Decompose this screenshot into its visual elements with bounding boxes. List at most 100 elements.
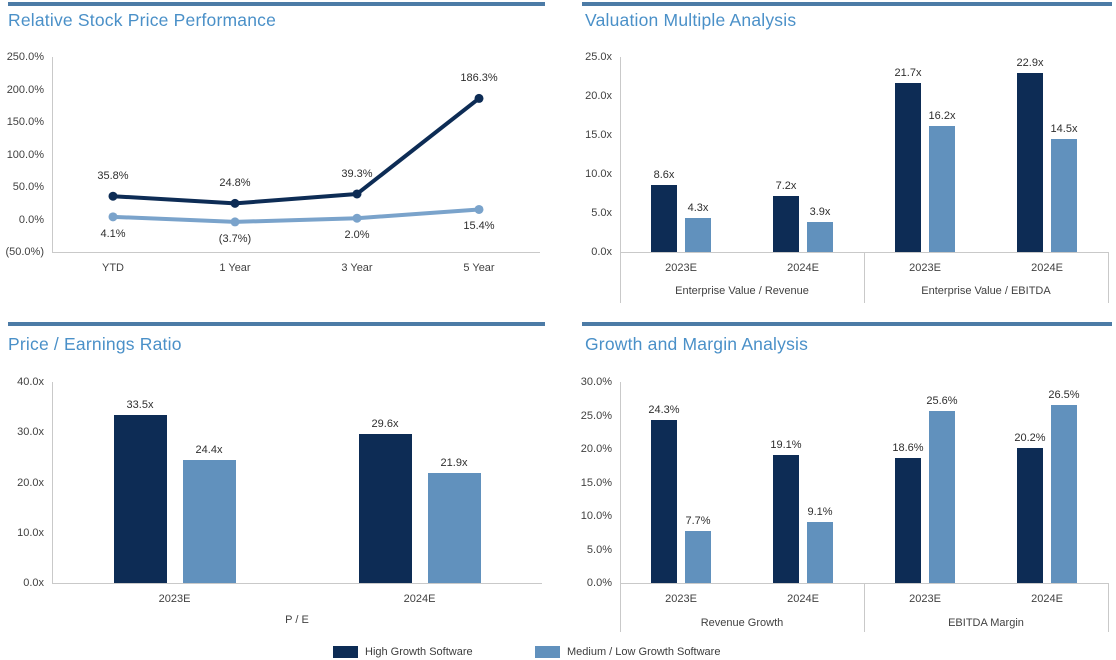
- bar-series2: [685, 218, 711, 252]
- panel-top-rule: [582, 2, 1112, 6]
- y-axis-tick-label: 15.0x: [585, 129, 612, 141]
- legend-label-high-growth-software: High Growth Software: [365, 646, 473, 658]
- y-axis-line: [620, 57, 621, 252]
- category-label: 2024E: [787, 262, 819, 274]
- category-label: 2024E: [1031, 262, 1063, 274]
- bar-series1: [651, 420, 677, 583]
- legend-swatch-medium-low-growth-software: [535, 646, 560, 658]
- axis-box-line: [864, 583, 865, 632]
- y-axis-tick-label: 20.0x: [17, 476, 44, 489]
- bar-value-label: 24.3%: [648, 404, 680, 417]
- axis-box-line: [620, 583, 621, 632]
- y-axis-tick-label: 25.0%: [580, 409, 612, 422]
- y-axis-tick-label: 0.0x: [23, 577, 44, 589]
- point-value-label: (3.7%): [218, 232, 252, 245]
- y-axis-tick-label: 30.0%: [580, 376, 612, 388]
- legend-label-medium-low-growth-software: Medium / Low Growth Software: [567, 646, 721, 658]
- category-label: 1 Year: [219, 262, 251, 274]
- bar-value-label: 25.6%: [926, 395, 958, 408]
- bar-value-label: 3.9x: [809, 205, 831, 218]
- point-value-label: 24.8%: [219, 177, 251, 190]
- y-axis-tick-label: 5.0x: [591, 207, 612, 219]
- bar-series1: [773, 455, 799, 583]
- point-value-label: 4.1%: [100, 227, 126, 240]
- category-label: 2024E: [1031, 593, 1063, 605]
- axis-box-line: [620, 252, 621, 303]
- y-axis-tick-label: 20.0x: [585, 90, 612, 102]
- axis-box-line: [1108, 252, 1109, 303]
- axis-box-line: [1108, 583, 1109, 632]
- bar-value-label: 21.7x: [894, 66, 922, 79]
- bar-value-label: 26.5%: [1048, 389, 1080, 402]
- bar-series2: [182, 460, 236, 583]
- bar-value-label: 4.3x: [687, 202, 709, 215]
- axis-box-line: [864, 252, 865, 303]
- point-value-label: 15.4%: [463, 220, 495, 233]
- bar-series1: [358, 434, 412, 583]
- y-axis-tick-label: (50.0%): [5, 246, 44, 258]
- x-axis-line: [52, 252, 540, 253]
- bar-series2: [929, 411, 955, 583]
- group-label: Enterprise Value / EBITDA: [921, 285, 1051, 297]
- bar-series1: [1017, 73, 1043, 252]
- y-axis-tick-label: 100.0%: [6, 148, 44, 161]
- chart-panel-valuation-multiple-analysis: Valuation Multiple Analysis 25.0x 20.0x 15…: [558, 0, 1116, 320]
- point-value-label: 2.0%: [344, 229, 370, 242]
- y-axis-tick-label: 10.0x: [17, 526, 44, 539]
- line-series2: [111, 207, 481, 224]
- bar-value-label: 7.7%: [685, 515, 711, 528]
- bar-series2: [685, 531, 711, 583]
- y-axis-tick-label: 10.0%: [580, 510, 612, 522]
- bar-value-label: 29.6x: [371, 418, 399, 431]
- bar-series2: [427, 472, 481, 583]
- panel-top-rule: [8, 2, 545, 6]
- bar-series1: [895, 458, 921, 583]
- chart-title-price-earnings-ratio: Price / Earnings Ratio: [8, 334, 182, 354]
- category-label: 5 Year: [463, 262, 495, 274]
- bar-series2: [807, 221, 833, 252]
- y-axis-tick-label: 200.0%: [6, 83, 44, 96]
- point-value-label: 35.8%: [97, 170, 129, 183]
- y-axis-tick-label: 0.0%: [586, 577, 612, 589]
- x-axis-title: P / E: [285, 614, 309, 626]
- bar-value-label: 8.6x: [653, 168, 675, 181]
- y-axis-tick-label: 250.0%: [6, 51, 44, 63]
- category-label: 2023E: [665, 262, 697, 274]
- category-label: 2023E: [909, 262, 941, 274]
- bar-value-label: 14.5x: [1050, 122, 1078, 135]
- y-axis-tick-label: 10.0x: [585, 168, 612, 180]
- bar-value-label: 22.9x: [1016, 57, 1044, 70]
- group-label: Revenue Growth: [700, 617, 784, 629]
- y-axis-tick-label: 0.0x: [591, 246, 612, 258]
- bar-series2: [1051, 138, 1077, 252]
- bar-value-label: 33.5x: [126, 398, 154, 411]
- category-label: 2023E: [909, 593, 941, 605]
- y-axis-line: [52, 57, 53, 252]
- bar-series1: [113, 414, 167, 583]
- chart-title-growth-and-margin-analysis: Growth and Margin Analysis: [585, 334, 809, 354]
- bar-value-label: 7.2x: [775, 179, 797, 192]
- y-axis-tick-label: 50.0%: [12, 181, 44, 193]
- data-point-series1: [230, 198, 240, 208]
- category-label: 2023E: [158, 593, 191, 605]
- bar-series1: [651, 184, 677, 252]
- category-label: YTD: [102, 262, 124, 274]
- data-point-series2: [474, 204, 484, 214]
- bar-series2: [929, 125, 955, 252]
- group-label: EBITDA Margin: [948, 617, 1024, 629]
- y-axis-line: [620, 382, 621, 583]
- chart-title-valuation-multiple-analysis: Valuation Multiple Analysis: [585, 10, 797, 30]
- line-series1: [111, 96, 481, 206]
- y-axis-tick-label: 25.0x: [585, 51, 612, 63]
- panel-top-rule: [8, 322, 545, 326]
- chart-title-relative-stock-price-performance: Relative Stock Price Performance: [8, 10, 277, 30]
- bar-series2: [807, 522, 833, 583]
- legend-item-high-growth-software: High Growth Software: [333, 646, 473, 658]
- bar-value-label: 9.1%: [807, 506, 833, 519]
- bar-value-label: 19.1%: [770, 439, 802, 452]
- y-axis-tick-label: 15.0%: [580, 476, 612, 489]
- bar-value-label: 16.2x: [928, 109, 956, 122]
- data-point-series1: [352, 189, 362, 199]
- chart-panel-relative-stock-price-performance: Relative Stock Price Performance 250.0% 2…: [0, 0, 558, 320]
